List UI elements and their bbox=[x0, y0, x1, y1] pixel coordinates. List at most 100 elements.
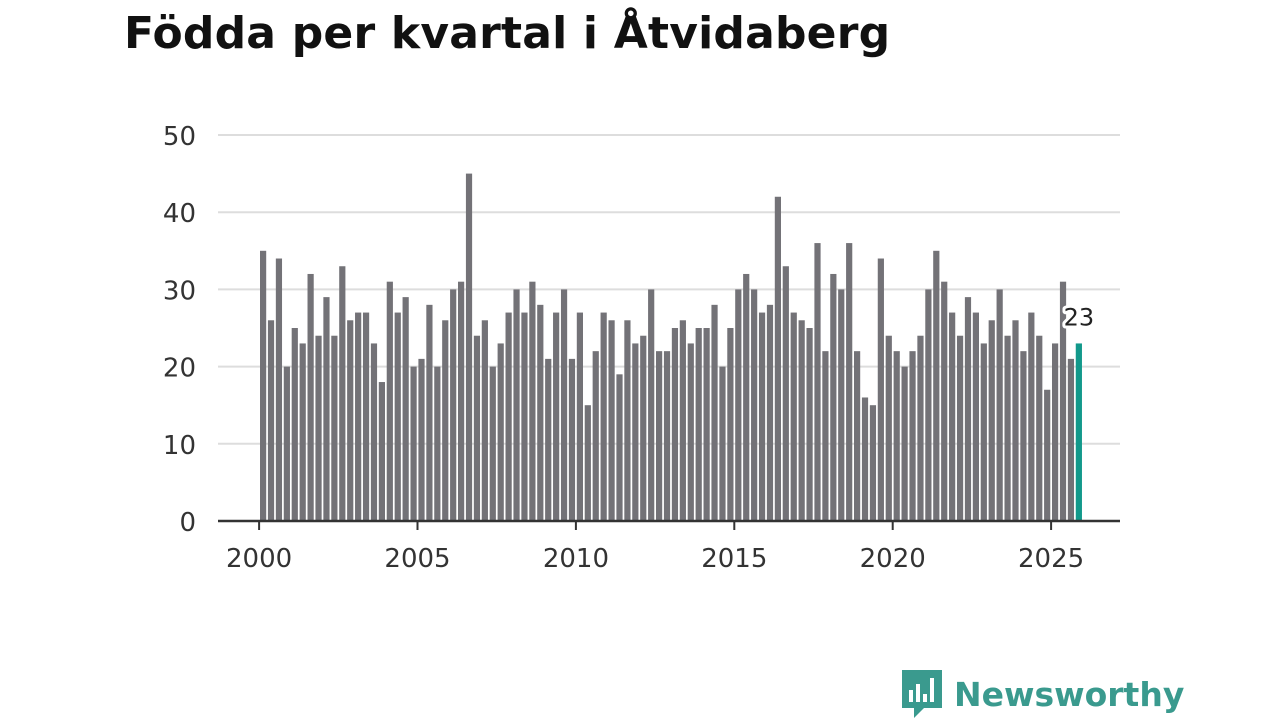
bar bbox=[1012, 320, 1019, 521]
bar bbox=[798, 320, 805, 521]
bar bbox=[505, 312, 512, 521]
x-axis: 2000 2005 2010 2015 2020 2025 bbox=[218, 519, 1120, 574]
bar bbox=[1059, 281, 1067, 521]
bar bbox=[663, 351, 671, 521]
bar bbox=[545, 358, 552, 521]
bar bbox=[964, 297, 972, 521]
bar bbox=[529, 281, 536, 521]
bar bbox=[394, 312, 401, 521]
bar bbox=[972, 312, 979, 521]
bar bbox=[489, 366, 496, 521]
bar bbox=[1067, 358, 1075, 521]
bar bbox=[481, 320, 488, 521]
bar bbox=[830, 273, 837, 521]
bar bbox=[616, 374, 623, 521]
x-tick-label: 2000 bbox=[226, 544, 292, 574]
bar bbox=[608, 320, 615, 521]
bar bbox=[553, 312, 560, 521]
bar bbox=[941, 281, 948, 521]
bar bbox=[410, 366, 417, 521]
bar bbox=[386, 281, 393, 521]
bar bbox=[758, 312, 766, 521]
bar bbox=[600, 312, 607, 521]
bar bbox=[537, 304, 544, 521]
bar bbox=[307, 273, 314, 521]
chart-title: Födda per kvartal i Åtvidaberg bbox=[124, 8, 891, 59]
bar bbox=[267, 320, 275, 521]
bar bbox=[854, 351, 861, 521]
y-tick-label: 0 bbox=[179, 508, 196, 538]
bar bbox=[576, 312, 583, 521]
bar bbox=[521, 312, 528, 521]
bar bbox=[917, 335, 924, 521]
last-value-label: 23 bbox=[1064, 303, 1095, 331]
bar bbox=[640, 335, 647, 521]
bar bbox=[988, 320, 995, 521]
bar bbox=[1052, 343, 1059, 521]
bar bbox=[260, 250, 267, 522]
bar bbox=[624, 320, 631, 521]
bar bbox=[584, 405, 591, 521]
bar bbox=[347, 320, 354, 521]
bar bbox=[766, 304, 774, 521]
newsworthy-logo: Newsworthy bbox=[902, 670, 1184, 718]
bar bbox=[735, 289, 742, 521]
bar bbox=[362, 312, 370, 521]
bar bbox=[370, 343, 378, 521]
y-tick-label: 20 bbox=[163, 354, 196, 384]
newsworthy-logo-icon bbox=[902, 670, 942, 718]
bar bbox=[822, 351, 829, 521]
x-tick-label: 2015 bbox=[701, 544, 767, 574]
bar bbox=[1044, 389, 1051, 521]
bar bbox=[790, 312, 797, 521]
bar bbox=[980, 343, 987, 521]
bar bbox=[877, 258, 884, 521]
bar bbox=[568, 358, 576, 521]
bar bbox=[323, 297, 330, 521]
x-tick-label: 2025 bbox=[1018, 544, 1084, 574]
bar bbox=[426, 304, 433, 521]
bar-chart: 0 10 20 30 40 50 2000 2005 2010 2015 2020 2025 23 bbox=[163, 122, 1120, 574]
y-tick-label: 30 bbox=[163, 276, 196, 306]
bar bbox=[996, 289, 1003, 521]
x-tick-label: 2010 bbox=[543, 544, 609, 574]
y-tick-label: 10 bbox=[163, 431, 196, 461]
bar bbox=[331, 335, 338, 521]
bar bbox=[355, 312, 362, 521]
bar bbox=[418, 358, 425, 521]
bar bbox=[869, 405, 877, 521]
bar bbox=[339, 266, 346, 521]
bar bbox=[1036, 335, 1043, 521]
bar bbox=[648, 289, 655, 521]
bar bbox=[632, 343, 639, 521]
bar bbox=[497, 343, 504, 521]
bar bbox=[774, 196, 781, 521]
bar bbox=[560, 289, 568, 521]
bar bbox=[806, 328, 813, 521]
bar bbox=[299, 343, 306, 521]
bar bbox=[434, 366, 441, 521]
x-tick-label: 2005 bbox=[384, 544, 450, 574]
bar bbox=[909, 351, 916, 521]
bar bbox=[727, 328, 734, 521]
bar-highlighted bbox=[1075, 343, 1082, 521]
x-tick-label: 2020 bbox=[860, 544, 926, 574]
bar bbox=[283, 366, 290, 521]
bar bbox=[711, 304, 718, 521]
bar bbox=[846, 243, 853, 521]
bar bbox=[814, 243, 821, 521]
newsworthy-logo-text: Newsworthy bbox=[954, 674, 1185, 714]
bars bbox=[260, 173, 1082, 522]
bar bbox=[291, 328, 298, 521]
data-labels: 23 bbox=[1061, 300, 1098, 334]
bar bbox=[450, 289, 457, 521]
bar bbox=[695, 328, 702, 521]
bar bbox=[671, 328, 679, 521]
bar bbox=[933, 250, 940, 522]
y-tick-label: 50 bbox=[163, 122, 196, 152]
bar bbox=[592, 351, 599, 521]
bar bbox=[473, 335, 481, 521]
bar bbox=[885, 335, 892, 521]
bar bbox=[743, 273, 750, 521]
y-axis-ticks: 0 10 20 30 40 50 bbox=[163, 122, 196, 538]
